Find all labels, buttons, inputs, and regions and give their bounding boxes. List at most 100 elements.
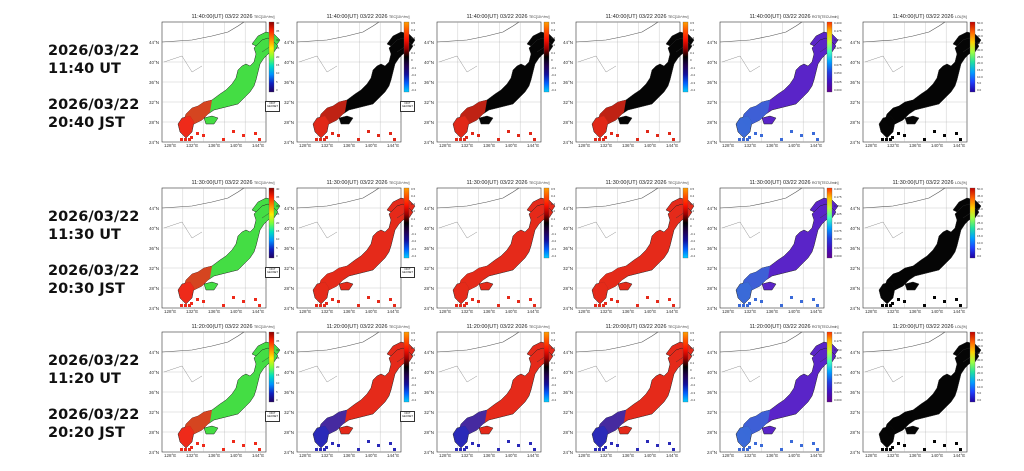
lat-label: 24°N [149, 140, 160, 145]
colorbar-tick: -0.4 [690, 398, 696, 402]
logo-text: GEONET [402, 271, 413, 275]
colorbar-tick: 0.5 [551, 21, 556, 25]
jst-date: 2026/03/22 [48, 263, 140, 279]
map-panel: 11:20:00(UT) 03/22 2026 TEC[10¹⁶/m²] 0.5 0.… [423, 322, 563, 464]
lon-label: 144°E [953, 453, 966, 458]
lon-label: 144°E [666, 453, 679, 458]
lon-label: 132°E [744, 309, 757, 314]
colorbar-tick: 0.100 [834, 220, 842, 225]
colorbar-tick: 0.150 [834, 203, 842, 208]
lat-label: 28°N [563, 120, 574, 125]
ut-time: 11:40 UT [48, 61, 121, 77]
colorbar-tick: 0.3 [551, 345, 556, 350]
colorbar-tick: 25.0 [977, 54, 983, 59]
colorbar-label: TEC[10¹⁶/m²] [529, 325, 550, 329]
lon-label: 128°E [439, 309, 452, 314]
colorbar-tick: -0.3 [411, 246, 417, 251]
map-plot [436, 21, 556, 143]
lat-label: 36°N [149, 246, 160, 251]
colorbar-tick: 0.200 [834, 331, 842, 335]
colorbar-tick: 0.4 [411, 338, 416, 343]
lon-label: 132°E [321, 453, 334, 458]
colorbar-tick: 0.100 [834, 364, 842, 369]
lat-label: 32°N [284, 266, 295, 271]
colorbar-label: LOL[%] [955, 15, 967, 19]
colorbar-tick: 0.175 [834, 29, 842, 34]
colorbar-label: TEC[10¹⁶/m²] [389, 15, 410, 19]
colorbar-ticks: 40 35 30 25 20 15 10 5 0 [276, 188, 290, 258]
colorbar-tick: 5 [276, 79, 278, 84]
colorbar-tick: -0.2 [551, 383, 557, 388]
colorbar-tick: -0.1 [690, 375, 696, 380]
colorbar-tick: 0.050 [834, 381, 842, 386]
lon-label: 144°E [810, 143, 823, 148]
lat-label: 32°N [563, 410, 574, 415]
colorbar-tick: 10.0 [977, 384, 983, 389]
map-plot [436, 187, 556, 309]
lon-label: 136°E [622, 453, 635, 458]
lon-label: 136°E [343, 309, 356, 314]
panel-title: 11:20:00(UT) 03/22 2026 [749, 324, 811, 330]
map-plot [862, 331, 982, 453]
colorbar-tick: 0.075 [834, 62, 842, 67]
map-plot [575, 187, 695, 309]
lon-label: 132°E [186, 309, 199, 314]
colorbar-tick: 0.5 [690, 331, 695, 335]
colorbar-tick: -0.1 [411, 231, 417, 236]
colorbar-tick: 0.150 [834, 37, 842, 42]
colorbar-tick: 40.0 [977, 344, 983, 349]
lon-label: 132°E [321, 309, 334, 314]
logo-text: NICT [404, 102, 411, 105]
colorbar-label: TEC[10¹⁶/m²] [668, 181, 689, 185]
lon-label: 140°E [365, 143, 378, 148]
ut-time: 11:20 UT [48, 371, 121, 387]
colorbar-tick: 0.4 [551, 194, 556, 199]
colorbar-tick: 15.0 [977, 377, 983, 382]
map-plot [862, 187, 982, 309]
colorbar-tick: -0.4 [411, 254, 417, 258]
lat-label: 40°N [707, 226, 718, 231]
colorbar-tick: 0 [690, 368, 692, 373]
colorbar-label: TEC[10¹⁶/m²] [254, 181, 275, 185]
colorbar-tick: 30.0 [977, 357, 983, 362]
lon-label: 136°E [909, 453, 922, 458]
colorbar-ticks: 0.5 0.4 0.3 0.2 0.1 0 -0.1 -0.2 -0.3 -0.4 [551, 332, 565, 402]
logo-text: GEONET [267, 415, 278, 419]
colorbar-tick: 0 [276, 398, 278, 402]
colorbar-tick: 0.3 [551, 201, 556, 206]
colorbar-tick: 5 [276, 389, 278, 394]
colorbar-tick: 0.2 [551, 43, 556, 48]
lat-label: 28°N [707, 120, 718, 125]
lon-label: 140°E [931, 143, 944, 148]
lat-label: 36°N [284, 246, 295, 251]
map-plot [161, 331, 281, 453]
colorbar-tick: 0.000 [834, 88, 842, 92]
lat-label: 32°N [563, 100, 574, 105]
colorbar-ticks: 0.5 0.4 0.3 0.2 0.1 0 -0.1 -0.2 -0.3 -0.4 [411, 332, 425, 402]
colorbar-tick: 15.0 [977, 233, 983, 238]
colorbar-tick: 0.2 [551, 353, 556, 358]
lat-label: 24°N [707, 450, 718, 455]
ut-timestamp: 2026/03/22 11:20 UT [48, 352, 139, 388]
colorbar-tick: 0.4 [551, 338, 556, 343]
lat-label: 32°N [424, 266, 435, 271]
map-plot [161, 21, 281, 143]
map-panel: 11:20:00(UT) 03/22 2026 LOL[%] 50.0 45.0 40.… [849, 322, 989, 464]
colorbar-tick: 10 [276, 71, 280, 76]
panel-title: 11:30:00(UT) 03/22 2026 [892, 180, 954, 186]
lon-label: 132°E [600, 453, 613, 458]
lon-label: 144°E [252, 453, 265, 458]
lon-label: 144°E [527, 453, 540, 458]
colorbar-ticks: 0.200 0.175 0.150 0.125 0.100 0.075 0.050 0.025… [834, 22, 848, 92]
lat-label: 28°N [563, 286, 574, 291]
lat-label: 44°N [149, 40, 160, 45]
colorbar-tick: 0.1 [690, 360, 695, 365]
lon-label: 144°E [252, 309, 265, 314]
colorbar-tick: 0.2 [690, 43, 695, 48]
colorbar-tick: -0.1 [690, 65, 696, 70]
map-panel: 11:20:00(UT) 03/22 2026 TEC[10¹⁶/m²] 0.5 0.… [283, 322, 423, 464]
lon-label: 128°E [722, 143, 735, 148]
colorbar-label: TEC[10¹⁶/m²] [529, 181, 550, 185]
colorbar-tick: 0.4 [690, 194, 695, 199]
lat-label: 40°N [149, 226, 160, 231]
